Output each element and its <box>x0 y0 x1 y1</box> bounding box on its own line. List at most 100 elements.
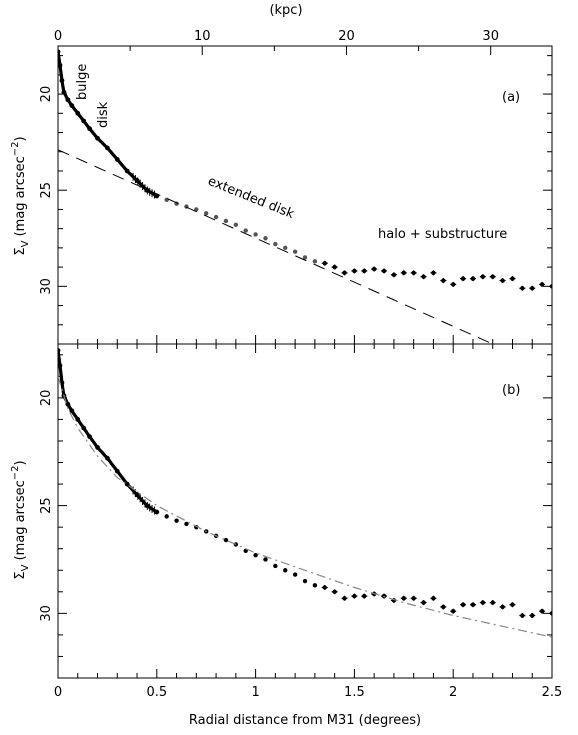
inner-profile-point <box>75 110 81 116</box>
inner-profile-point <box>154 509 160 515</box>
x-tick-label: 1.5 <box>344 685 365 700</box>
inner-profile-point <box>81 118 87 124</box>
extended-disk-point <box>233 222 239 227</box>
y-axis-label-sup: −2 <box>10 141 21 156</box>
outer-profile-point <box>283 568 288 573</box>
panel-b-data <box>58 348 552 638</box>
inner-profile-point <box>69 103 75 108</box>
y-axis-label-main: Σ <box>13 247 28 255</box>
x-tick-label: 2 <box>449 685 457 700</box>
y-tick-label: 20 <box>39 390 54 407</box>
outer-profile-point <box>302 578 308 584</box>
x-tick-label: 1 <box>251 685 259 700</box>
y-axis-label-unit: (mag arcsec <box>13 156 28 236</box>
annotation-bulge: bulge <box>75 64 90 100</box>
extended-disk-point <box>292 249 298 254</box>
panel-b-y-axis-label: ΣV (mag arcsec−2) <box>10 460 31 579</box>
extended-disk-point <box>302 255 308 260</box>
y-axis-label-unit: (mag arcsec <box>13 480 28 560</box>
extended-disk-point <box>204 211 209 216</box>
svg-text:ΣV (mag arcsec−2): ΣV (mag arcsec−2) <box>10 136 31 255</box>
panel-b: 20 25 30 0 0.5 1 1.5 2 2.5 (b) ΣV (mag arcsec−2)… <box>10 343 562 728</box>
panel-b-ticks: 20 25 30 0 0.5 1 1.5 2 2.5 <box>39 344 562 700</box>
extended-disk-point <box>312 259 318 264</box>
panel-a-data <box>58 49 552 344</box>
x-tick-label: 2.5 <box>542 685 563 700</box>
panel-a: 20 25 30 0 10 20 30 (a) bulge disk extended di… <box>10 3 553 345</box>
inner-profile-point <box>87 126 93 132</box>
inner-profile-point <box>114 468 120 474</box>
annotation-disk: disk <box>96 101 111 128</box>
inner-profile-point <box>59 78 65 84</box>
inner-profile-point <box>58 62 63 68</box>
extended-disk-point <box>223 218 229 224</box>
y-axis-label-sub: V <box>20 240 31 247</box>
inner-profile-point <box>65 97 71 103</box>
y-tick-label: 25 <box>39 182 54 199</box>
inner-profile-point <box>58 348 61 353</box>
exponential-fit-line <box>58 149 493 344</box>
outer-profile-point <box>184 521 189 527</box>
svg-text:ΣV (mag arcsec−2): ΣV (mag arcsec−2) <box>10 460 31 579</box>
kpc-tick-label: 20 <box>338 29 355 44</box>
inner-profile-point <box>61 89 67 95</box>
extended-disk-point <box>213 214 219 220</box>
inner-profile-point <box>105 145 110 151</box>
y-tick-label: 30 <box>39 278 54 295</box>
outer-profile-point <box>273 563 278 569</box>
inner-profile-point <box>95 445 100 450</box>
x-tick-label: 0.5 <box>146 685 167 700</box>
extended-disk-point <box>273 241 278 247</box>
plot-area <box>58 49 552 344</box>
inner-profile-point <box>95 135 100 141</box>
panel-b-frame <box>57 343 553 679</box>
inner-profile-point <box>114 157 120 162</box>
y-tick-label: 20 <box>39 86 54 103</box>
x-tick-label: 0 <box>54 685 62 700</box>
panel-b-label: (b) <box>502 383 520 398</box>
inner-profile-point <box>124 168 130 174</box>
outer-profile-point <box>292 572 298 577</box>
annotation-extended-disk: extended disk <box>206 174 297 222</box>
kpc-tick-label: 30 <box>482 29 499 44</box>
model-fit-line <box>58 376 552 638</box>
y-tick-label: 30 <box>39 605 54 622</box>
y-axis-label-sup: −2 <box>10 465 21 480</box>
inner-profile-point <box>75 417 81 422</box>
inner-profile-point <box>81 425 87 431</box>
extended-disk-point <box>263 236 268 241</box>
inner-profile-point <box>69 408 75 414</box>
outer-profile-point <box>174 518 179 523</box>
y-axis-label-sub: V <box>20 564 31 571</box>
inner-profile-line <box>58 350 157 513</box>
panel-a-label: (a) <box>502 90 520 105</box>
kpc-tick-label: 10 <box>194 29 211 44</box>
plot-area <box>58 348 552 638</box>
inner-profile-point <box>87 434 93 440</box>
outer-profile-point <box>164 514 169 519</box>
panel-a-ticks: 20 25 30 0 10 20 30 <box>39 29 553 345</box>
outer-profile-point <box>263 557 268 562</box>
extended-disk-point <box>164 197 169 203</box>
kpc-tick-label: 0 <box>54 29 62 44</box>
panel-a-y-axis-label: ΣV (mag arcsec−2) <box>10 136 31 255</box>
outer-profile-point <box>253 552 258 558</box>
top-axis-label: (kpc) <box>269 3 302 18</box>
extended-disk-point <box>253 232 258 237</box>
inner-profile-point <box>65 401 71 407</box>
inner-profile-point <box>58 49 61 55</box>
outer-profile-point <box>223 537 229 543</box>
panel-a-frame <box>57 45 553 345</box>
inner-profile-point <box>58 363 63 368</box>
outer-profile-point <box>312 583 318 588</box>
y-axis-label-main: Σ <box>13 571 28 579</box>
extended-disk-point <box>243 228 248 233</box>
annotation-halo-substructure: halo + substructure <box>378 227 507 242</box>
extended-disk-point <box>283 245 288 251</box>
extended-disk-point <box>194 207 199 212</box>
inner-profile-point <box>105 455 110 461</box>
inner-profile-point <box>124 481 130 487</box>
x-axis-label: Radial distance from M31 (degrees) <box>189 713 421 728</box>
y-tick-label: 25 <box>39 497 54 514</box>
